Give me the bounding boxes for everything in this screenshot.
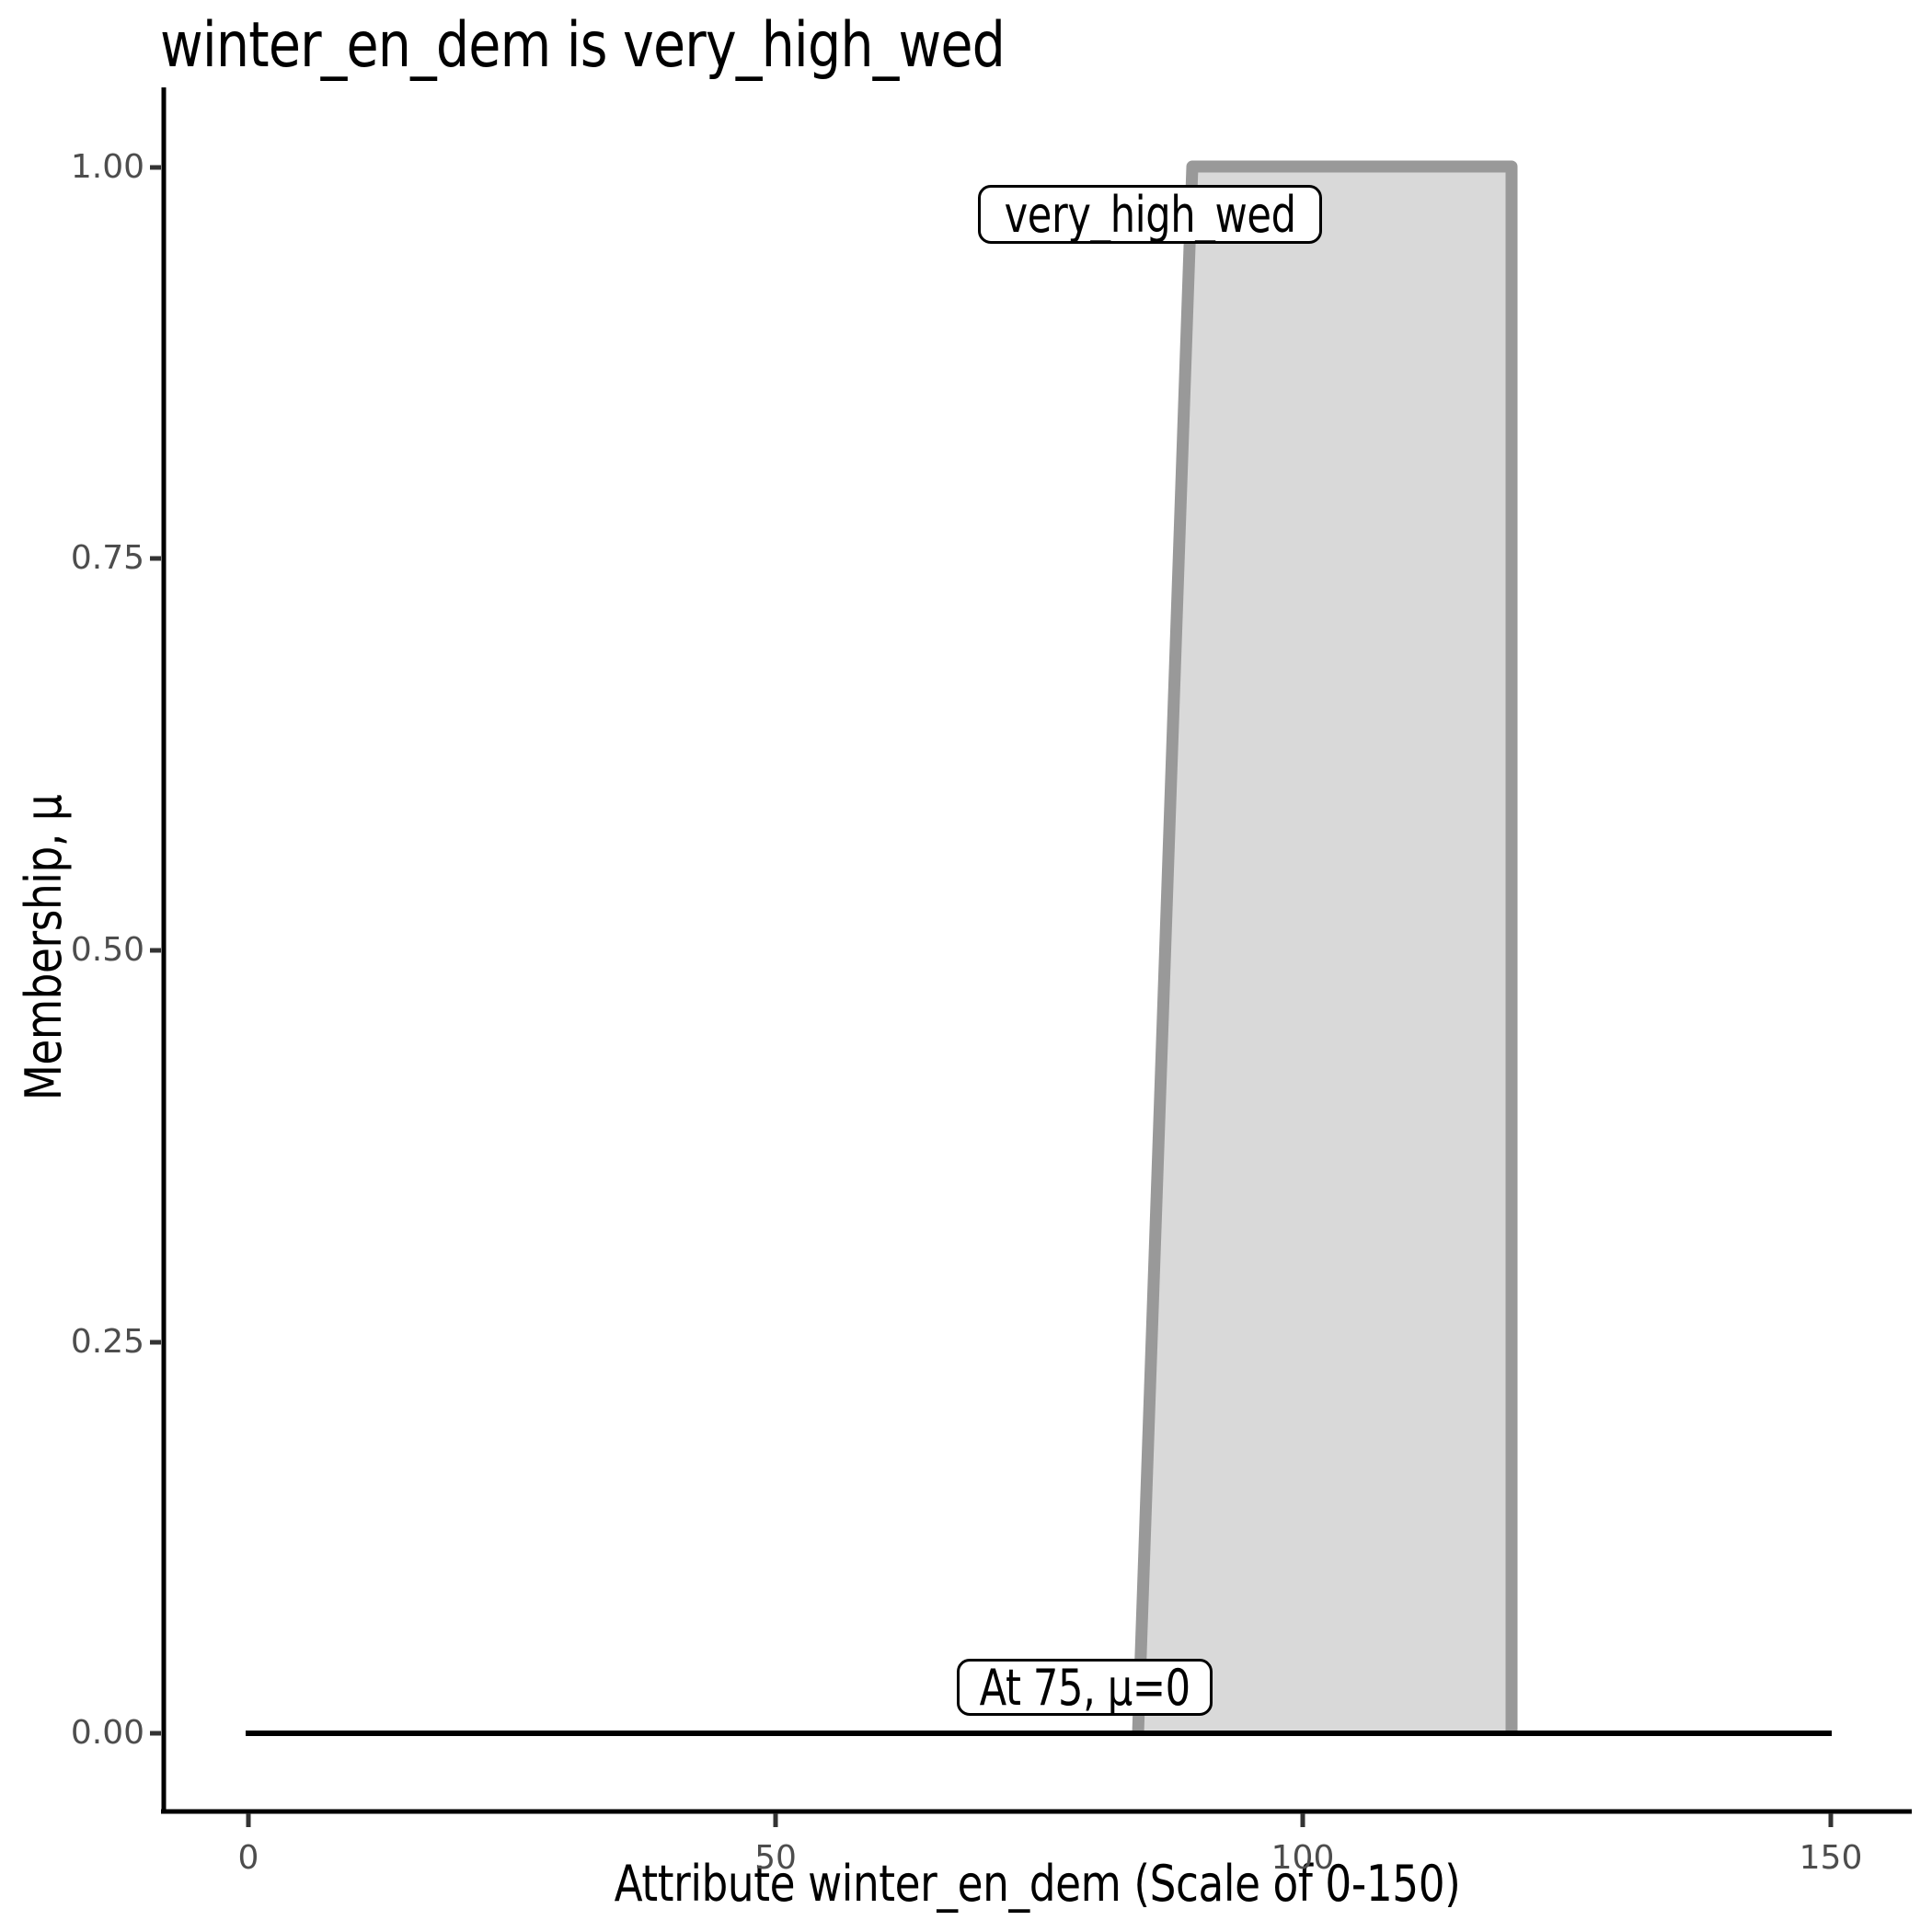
annotation-very-high-wed-text: very_high_wed <box>1004 185 1296 244</box>
y-tick-label: 0.75 <box>70 539 144 577</box>
y-tick-label: 1.00 <box>70 148 144 186</box>
y-tick-label: 0.00 <box>70 1714 144 1752</box>
x-tick-label: 50 <box>754 1839 797 1877</box>
plot-title: winter_en_dem is very_high_wed <box>160 9 1006 82</box>
x-tick-label: 0 <box>237 1839 259 1877</box>
annotation-very-high-wed: very_high_wed <box>978 185 1322 244</box>
x-tick-label: 100 <box>1271 1839 1335 1877</box>
y-tick-label: 0.25 <box>70 1323 144 1361</box>
x-axis-title: Attribute winter_en_dem (Scale of 0-150) <box>532 1855 1544 1914</box>
x-axis-title-text: Attribute winter_en_dem (Scale of 0-150) <box>615 1855 1461 1913</box>
x-tick-label: 150 <box>1799 1839 1863 1877</box>
y-tick-label: 0.50 <box>70 931 144 969</box>
annotation-at-75: At 75, μ=0 <box>957 1658 1213 1717</box>
membership-area-very-high-wed <box>1132 160 1518 1734</box>
annotation-at-75-text: At 75, μ=0 <box>979 1658 1190 1717</box>
